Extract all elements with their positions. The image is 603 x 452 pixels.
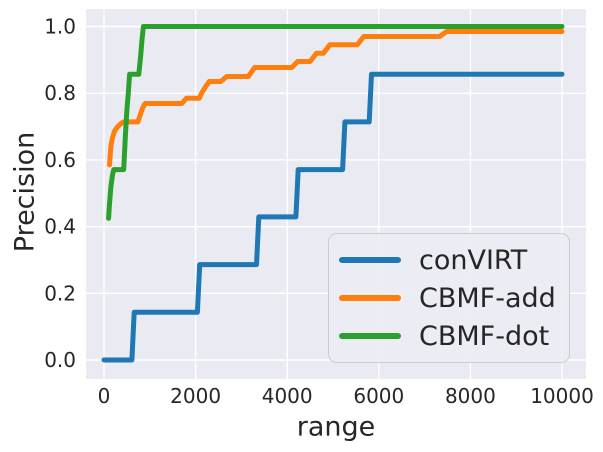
legend-label: CBMF-dot <box>419 320 550 352</box>
legend-item-cbmf-add: CBMF-add <box>329 285 569 312</box>
x-tick-label: 0 <box>98 384 111 408</box>
legend-line-swatch <box>339 257 401 263</box>
x-tick-label: 2000 <box>170 384 221 408</box>
x-tick-label: 6000 <box>353 384 404 408</box>
x-tick-label: 8000 <box>445 384 496 408</box>
legend-label: conVIRT <box>419 244 528 276</box>
series-line-cbmf-add <box>107 29 565 168</box>
y-tick-label: 0.2 <box>44 281 76 305</box>
legend-item-convirt: conVIRT <box>329 247 569 274</box>
legend-label: CBMF-add <box>419 282 556 314</box>
y-tick-label: 0.6 <box>44 148 76 172</box>
legend-item-cbmf-dot: CBMF-dot <box>329 323 569 350</box>
series-line-convirt <box>101 71 565 363</box>
legend-line-swatch <box>339 333 401 339</box>
x-axis-label: range <box>296 411 376 443</box>
y-tick-label: 0.0 <box>44 348 76 372</box>
legend: conVIRT CBMF-add CBMF-dot <box>328 233 570 363</box>
legend-line-swatch <box>339 295 401 301</box>
y-axis-label: Precision <box>9 131 41 253</box>
x-tick-label: 10000 <box>530 384 594 408</box>
y-tick-label: 0.8 <box>44 81 76 105</box>
y-tick-label: 1.0 <box>44 15 76 39</box>
y-tick-label: 0.4 <box>44 215 76 239</box>
series-line-cbmf-dot <box>106 24 565 221</box>
x-tick-label: 4000 <box>262 384 313 408</box>
